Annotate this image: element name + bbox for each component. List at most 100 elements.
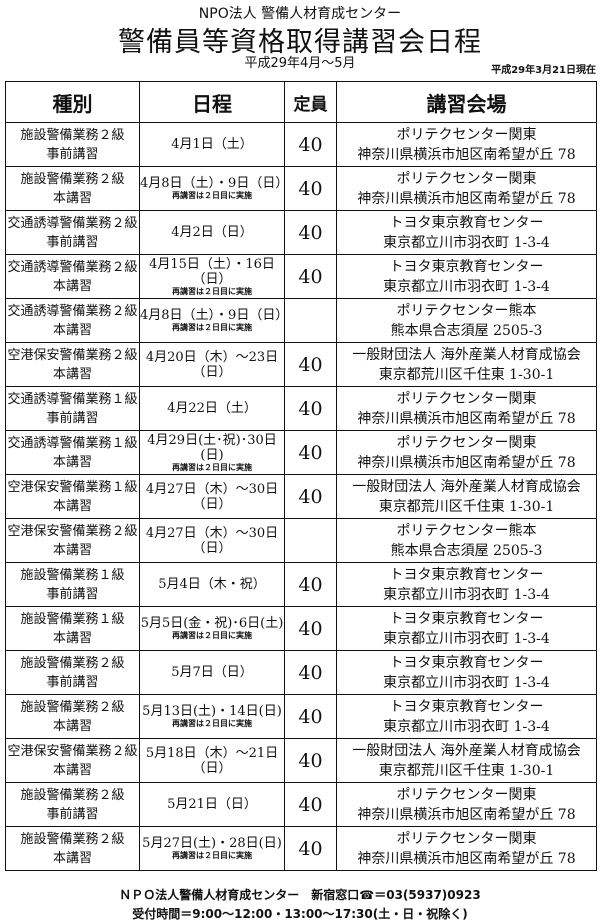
table-row: 施設警備業務２級 事前講習 5月21日（日） 40 ポリテクセンター関東 神奈川県横浜市旭… bbox=[5, 782, 597, 827]
course-type: 事前講習 bbox=[46, 234, 99, 250]
table-row: 交通誘導警備業務２級 本講習 4月8日（土）・9日（日） 再講習は２日目に実施 ポリテク… bbox=[5, 298, 597, 343]
venue: ポリテクセンター熊本 熊本県合志須屋 2505-3 bbox=[336, 298, 597, 343]
date-text: 4月22日（土） bbox=[167, 401, 257, 416]
course-type: 本講習 bbox=[52, 454, 92, 470]
course-type: 本講習 bbox=[52, 322, 92, 338]
venue-name: ポリテクセンター関東 bbox=[396, 126, 537, 143]
venue: ポリテクセンター関東 神奈川県横浜市旭区南希望が丘 78 bbox=[336, 826, 597, 871]
course-kind: 施設警備業務２級 本講習 bbox=[5, 694, 140, 739]
date-text: 5月21日（日） bbox=[167, 797, 257, 812]
course-date: 4月27日（木）～30日（日） bbox=[139, 474, 285, 519]
course-kind: 空港保安警備業務２級 本講習 bbox=[5, 738, 140, 783]
course-name: 施設警備業務２級 bbox=[20, 127, 125, 143]
venue-address: 熊本県合志須屋 2505-3 bbox=[390, 322, 543, 339]
date-text: 4月27日（木）～30日（日） bbox=[145, 525, 279, 556]
venue-address: 神奈川県横浜市旭区南希望が丘 78 bbox=[357, 146, 576, 163]
capacity: 40 bbox=[284, 386, 337, 431]
table-row: 施設警備業務２級 本講習 5月13日(土)・14日(日) 再講習は２日目に実施 40 トヨ… bbox=[5, 694, 597, 739]
course-kind: 施設警備業務１級 本講習 bbox=[5, 606, 140, 651]
venue: トヨタ東京教育センター 東京都立川市羽衣町 1-3-4 bbox=[336, 254, 597, 299]
venue-name: ポリテクセンター熊本 bbox=[396, 302, 537, 319]
course-kind: 空港保安警備業務２級 本講習 bbox=[5, 518, 140, 563]
course-type: 本講習 bbox=[52, 542, 92, 558]
contact-info: ＮＰＯ法人警備人材育成センター 新宿窓口☎＝03(5937)0923 bbox=[119, 888, 481, 902]
course-name: 施設警備業務２級 bbox=[20, 655, 125, 671]
course-type: 事前講習 bbox=[46, 410, 99, 426]
capacity: 40 bbox=[284, 694, 337, 739]
reception-hours: 受付時間＝9:00～12:00・13:00～17:30(土・日・祝除く) bbox=[132, 907, 468, 921]
course-date: 4月27日（木）～30日（日） bbox=[139, 518, 285, 563]
course-name: 交通誘導警備業務２級 bbox=[7, 215, 138, 231]
table-row: 施設警備業務１級 事前講習 5月4日（木・祝） 40 トヨタ東京教育センター 東京都立川市… bbox=[5, 562, 597, 607]
venue: ポリテクセンター熊本 熊本県合志須屋 2505-3 bbox=[336, 518, 597, 563]
course-name: 空港保安警備業務２級 bbox=[7, 523, 138, 539]
venue-name: ポリテクセンター関東 bbox=[396, 434, 537, 451]
capacity: 40 bbox=[284, 210, 337, 255]
venue-address: 東京都立川市羽衣町 1-3-4 bbox=[383, 586, 550, 603]
course-date: 4月15日（土）・16日（日） 再講習は２日目に実施 bbox=[139, 254, 285, 299]
capacity: 40 bbox=[284, 650, 337, 695]
course-type: 本講習 bbox=[52, 850, 92, 866]
course-date: 5月13日(土)・14日(日) 再講習は２日目に実施 bbox=[139, 694, 285, 739]
table-row: 施設警備業務２級 本講習 4月8日（土）・9日（日） 再講習は２日目に実施 40 ポリテク… bbox=[5, 166, 597, 211]
course-name: 空港保安警備業務２級 bbox=[7, 347, 138, 363]
venue-name: トヨタ東京教育センター bbox=[389, 610, 544, 627]
course-name: 施設警備業務２級 bbox=[20, 699, 125, 715]
date-note: 再講習は２日目に実施 bbox=[172, 631, 252, 640]
course-name: 交通誘導警備業務１級 bbox=[7, 391, 138, 407]
organization-name: NPO法人 警備人材育成センター bbox=[198, 6, 402, 22]
venue-address: 東京都立川市羽衣町 1-3-4 bbox=[383, 674, 550, 691]
venue: トヨタ東京教育センター 東京都立川市羽衣町 1-3-4 bbox=[336, 606, 597, 651]
course-date: 4月20日（木）～23日（日） bbox=[139, 342, 285, 387]
course-name: 交通誘導警備業務１級 bbox=[7, 435, 138, 451]
venue: トヨタ東京教育センター 東京都立川市羽衣町 1-3-4 bbox=[336, 650, 597, 695]
date-text: 4月8日（土）・9日（日） bbox=[140, 176, 289, 191]
course-name: 空港保安警備業務１級 bbox=[7, 479, 138, 495]
capacity: 40 bbox=[284, 122, 337, 167]
table-row: 交通誘導警備業務１級 事前講習 4月22日（土） 40 ポリテクセンター関東 神奈川県横浜… bbox=[5, 386, 597, 431]
course-kind: 施設警備業務１級 事前講習 bbox=[5, 562, 140, 607]
venue: ポリテクセンター関東神奈川県横浜市旭区南希望が丘 78 bbox=[336, 122, 597, 167]
venue-name: ポリテクセンター関東 bbox=[396, 390, 537, 407]
course-kind: 施設警備業務２級 本講習 bbox=[5, 166, 140, 211]
course-date: 4月2日（日） bbox=[139, 210, 285, 255]
venue: ポリテクセンター関東 神奈川県横浜市旭区南希望が丘 78 bbox=[336, 386, 597, 431]
course-type: 本講習 bbox=[52, 278, 92, 294]
venue-address: 東京都立川市羽衣町 1-3-4 bbox=[383, 630, 550, 647]
course-type: 本講習 bbox=[52, 718, 92, 734]
course-type: 本講習 bbox=[52, 630, 92, 646]
course-type: 事前講習 bbox=[46, 806, 99, 822]
capacity bbox=[284, 298, 337, 343]
course-type: 事前講習 bbox=[46, 674, 99, 690]
venue-name: 一般財団法人 海外産業人材育成協会 bbox=[352, 478, 581, 495]
date-note: 再講習は２日目に実施 bbox=[172, 191, 252, 200]
venue-name: 一般財団法人 海外産業人材育成協会 bbox=[352, 346, 581, 363]
venue-address: 東京都荒川区千住東 1-30-1 bbox=[378, 762, 555, 779]
date-text: 5月4日（木・祝） bbox=[158, 577, 266, 592]
course-name: 空港保安警備業務２級 bbox=[7, 743, 138, 759]
capacity: 40 bbox=[284, 738, 337, 783]
date-text: 4月1日（土） bbox=[171, 137, 253, 152]
venue: 一般財団法人 海外産業人材育成協会 東京都荒川区千住東 1-30-1 bbox=[336, 474, 597, 519]
course-date: 5月18日（木）～21日（日） bbox=[139, 738, 285, 783]
course-name: 交通誘導警備業務２級 bbox=[7, 259, 138, 275]
date-text: 5月7日（日） bbox=[171, 665, 253, 680]
period: 平成29年4月～5月 bbox=[244, 56, 356, 71]
venue: ポリテクセンター関東 神奈川県横浜市旭区南希望が丘 78 bbox=[336, 782, 597, 827]
table-row: 空港保安警備業務２級 本講習 4月20日（木）～23日（日） 40 一般財団法人 海外産… bbox=[5, 342, 597, 387]
date-note: 再講習は２日目に実施 bbox=[172, 462, 252, 472]
course-date: 4月1日（土） bbox=[139, 122, 285, 167]
table-row: 交通誘導警備業務２級 事前講習 4月2日（日） 40 トヨタ東京教育センター 東京都立川市… bbox=[5, 210, 597, 255]
capacity: 40 bbox=[284, 254, 337, 299]
date-text: 4月8日（土）・9日（日） bbox=[140, 308, 289, 323]
course-type: 本講習 bbox=[52, 190, 92, 206]
course-name: 施設警備業務２級 bbox=[20, 787, 125, 803]
venue-address: 神奈川県横浜市旭区南希望が丘 78 bbox=[357, 806, 576, 823]
venue-name: 一般財団法人 海外産業人材育成協会 bbox=[352, 742, 581, 759]
capacity: 40 bbox=[284, 342, 337, 387]
date-note: 再講習は２日目に実施 bbox=[172, 286, 252, 296]
venue: ポリテクセンター関東 神奈川県横浜市旭区南希望が丘 78 bbox=[336, 166, 597, 211]
column-header-kind: 種別 bbox=[5, 81, 140, 123]
course-name: 交通誘導警備業務２級 bbox=[7, 303, 138, 319]
column-header-date: 日程 bbox=[139, 81, 285, 123]
